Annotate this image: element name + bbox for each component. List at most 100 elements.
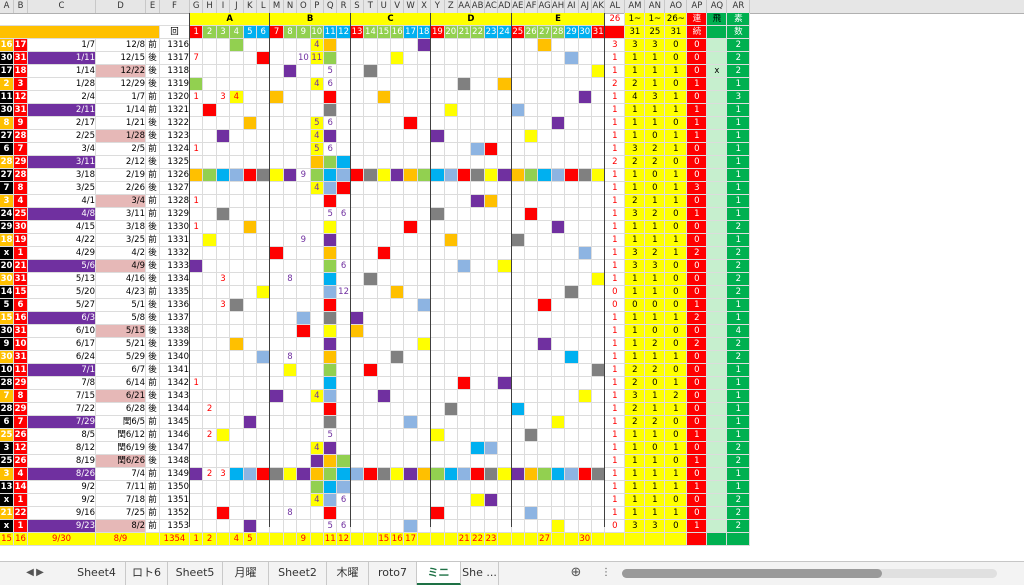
grid-cell[interactable] [310, 455, 324, 468]
grid-cell[interactable] [417, 78, 432, 91]
grid-cell[interactable] [310, 481, 324, 494]
grid-cell[interactable] [270, 195, 284, 208]
grid-cell[interactable] [484, 234, 499, 247]
grid-cell[interactable] [417, 130, 432, 143]
grid-cell[interactable] [592, 273, 606, 286]
grid-cell[interactable] [190, 494, 204, 507]
grid-cell[interactable] [484, 351, 499, 364]
grid-cell[interactable] [257, 520, 271, 533]
grid-cell[interactable] [417, 234, 432, 247]
grid-cell[interactable] [525, 208, 539, 221]
grid-cell[interactable] [324, 260, 338, 273]
grid-cell[interactable] [297, 481, 311, 494]
grid-cell[interactable] [458, 234, 472, 247]
grid-cell[interactable] [525, 169, 539, 182]
grid-cell[interactable] [283, 390, 298, 403]
grid-cell[interactable] [538, 39, 552, 52]
grid-cell[interactable] [417, 260, 432, 273]
grid-cell[interactable] [257, 260, 271, 273]
grid-cell[interactable]: 2 [203, 468, 217, 481]
grid-cell[interactable] [538, 442, 552, 455]
grid-cell[interactable] [511, 325, 525, 338]
grid-cell[interactable]: 12 [337, 286, 351, 299]
grid-cell[interactable] [377, 78, 391, 91]
grid-cell[interactable] [377, 468, 391, 481]
grid-cell[interactable] [551, 156, 566, 169]
grid-cell[interactable] [270, 260, 284, 273]
grid-cell[interactable] [511, 247, 525, 260]
grid-cell[interactable] [511, 312, 525, 325]
grid-cell[interactable] [283, 91, 298, 104]
grid-cell[interactable] [498, 286, 512, 299]
grid-cell[interactable] [350, 338, 365, 351]
grid-cell[interactable] [578, 312, 592, 325]
grid-cell[interactable] [578, 442, 592, 455]
grid-cell[interactable] [592, 286, 606, 299]
grid-cell[interactable] [471, 221, 485, 234]
grid-cell[interactable] [216, 52, 231, 65]
grid-cell[interactable] [364, 377, 378, 390]
grid-cell[interactable] [257, 78, 271, 91]
grid-cell[interactable] [324, 325, 338, 338]
grid-cell[interactable] [337, 403, 351, 416]
grid-cell[interactable] [283, 286, 298, 299]
grid-cell[interactable] [297, 351, 311, 364]
grid-cell[interactable] [216, 78, 231, 91]
grid-cell[interactable] [283, 52, 298, 65]
grid-cell[interactable] [203, 377, 217, 390]
grid-cell[interactable] [310, 429, 324, 442]
grid-cell[interactable] [270, 416, 284, 429]
grid-cell[interactable] [592, 377, 606, 390]
grid-cell[interactable] [551, 507, 566, 520]
grid-cell[interactable] [337, 507, 351, 520]
grid-cell[interactable] [337, 416, 351, 429]
grid-cell[interactable] [417, 247, 432, 260]
grid-cell[interactable] [458, 299, 472, 312]
grid-cell[interactable] [243, 65, 257, 78]
grid-cell[interactable] [216, 403, 231, 416]
grid-cell[interactable] [257, 221, 271, 234]
grid-cell[interactable] [444, 312, 458, 325]
grid-cell[interactable] [444, 195, 458, 208]
grid-cell[interactable] [511, 182, 525, 195]
grid-cell[interactable] [230, 429, 244, 442]
grid-cell[interactable] [551, 468, 566, 481]
grid-cell[interactable]: 5 [310, 117, 324, 130]
grid-cell[interactable] [525, 78, 539, 91]
grid-cell[interactable] [444, 442, 458, 455]
grid-cell[interactable] [431, 520, 445, 533]
grid-cell[interactable] [404, 143, 418, 156]
grid-cell[interactable] [350, 65, 365, 78]
grid-cell[interactable] [391, 65, 405, 78]
grid-cell[interactable] [565, 429, 579, 442]
grid-cell[interactable] [551, 325, 566, 338]
grid-cell[interactable] [324, 390, 338, 403]
grid-cell[interactable] [283, 312, 298, 325]
grid-cell[interactable] [444, 234, 458, 247]
grid-cell[interactable] [337, 312, 351, 325]
grid-cell[interactable] [310, 247, 324, 260]
grid-cell[interactable] [230, 403, 244, 416]
column-header-u[interactable]: U [378, 0, 391, 13]
grid-cell[interactable] [565, 325, 579, 338]
grid-cell[interactable] [458, 39, 472, 52]
grid-cell[interactable] [203, 390, 217, 403]
grid-cell[interactable] [444, 325, 458, 338]
grid-cell[interactable] [498, 65, 512, 78]
grid-cell[interactable] [551, 247, 566, 260]
column-header-g[interactable]: G [190, 0, 204, 13]
grid-cell[interactable] [444, 429, 458, 442]
grid-cell[interactable] [458, 208, 472, 221]
grid-cell[interactable] [592, 182, 606, 195]
grid-cell[interactable] [364, 130, 378, 143]
grid-cell[interactable] [310, 195, 324, 208]
grid-cell[interactable] [471, 468, 485, 481]
grid-cell[interactable] [216, 507, 231, 520]
grid-cell[interactable] [444, 494, 458, 507]
grid-cell[interactable] [257, 104, 271, 117]
grid-cell[interactable] [525, 182, 539, 195]
grid-cell[interactable] [538, 91, 552, 104]
grid-cell[interactable] [283, 182, 298, 195]
grid-cell[interactable] [190, 416, 204, 429]
grid-cell[interactable] [364, 468, 378, 481]
